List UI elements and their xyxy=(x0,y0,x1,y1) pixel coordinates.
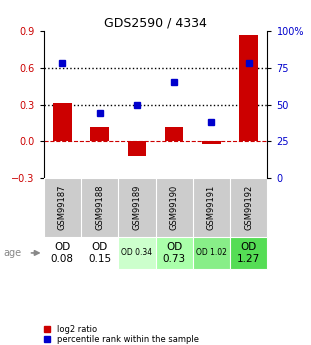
Text: GSM99188: GSM99188 xyxy=(95,185,104,230)
Bar xyxy=(118,237,156,269)
Bar xyxy=(128,141,146,156)
Bar xyxy=(193,178,230,237)
Bar xyxy=(90,127,109,141)
Text: GSM99190: GSM99190 xyxy=(170,185,179,230)
Text: GSM99189: GSM99189 xyxy=(132,185,141,230)
Text: OD
1.27: OD 1.27 xyxy=(237,242,260,264)
Bar xyxy=(81,178,118,237)
Text: GSM99191: GSM99191 xyxy=(207,185,216,230)
Bar xyxy=(118,178,156,237)
Bar xyxy=(165,127,183,141)
Title: GDS2590 / 4334: GDS2590 / 4334 xyxy=(104,17,207,30)
Bar xyxy=(81,237,118,269)
Text: OD
0.15: OD 0.15 xyxy=(88,242,111,264)
Text: OD 0.34: OD 0.34 xyxy=(121,248,152,257)
Text: GSM99192: GSM99192 xyxy=(244,185,253,230)
Text: GSM99187: GSM99187 xyxy=(58,185,67,230)
Text: OD
0.08: OD 0.08 xyxy=(51,242,74,264)
Text: OD
0.73: OD 0.73 xyxy=(163,242,186,264)
Bar xyxy=(193,237,230,269)
Bar xyxy=(230,178,267,237)
Text: age: age xyxy=(3,248,21,258)
Bar xyxy=(44,237,81,269)
Bar xyxy=(156,237,193,269)
Bar xyxy=(53,103,72,141)
Legend: log2 ratio, percentile rank within the sample: log2 ratio, percentile rank within the s… xyxy=(44,324,200,345)
Bar xyxy=(156,178,193,237)
Bar xyxy=(239,35,258,141)
Bar xyxy=(44,178,81,237)
Bar xyxy=(230,237,267,269)
Text: OD 1.02: OD 1.02 xyxy=(196,248,227,257)
Bar xyxy=(202,141,221,144)
